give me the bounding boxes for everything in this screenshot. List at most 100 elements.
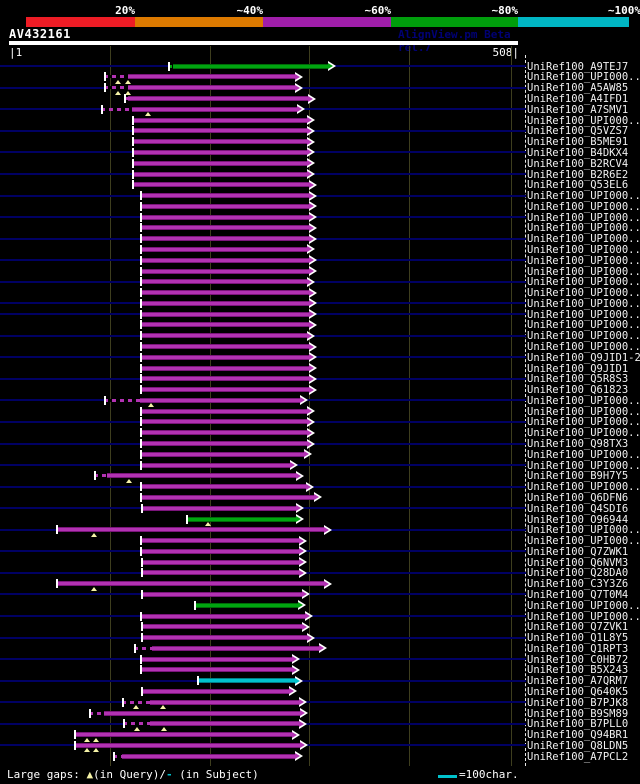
alignment-bar[interactable] xyxy=(132,139,308,145)
hit-label[interactable]: UniRef100_UPI000.. xyxy=(527,243,640,256)
hit-label[interactable]: UniRef100_A7SMV1 xyxy=(527,103,629,116)
alignment-bar[interactable] xyxy=(141,624,303,630)
hit-label[interactable]: UniRef100_B5ME91 xyxy=(527,136,629,149)
alignment-bar[interactable] xyxy=(132,117,308,123)
alignment-bar[interactable] xyxy=(198,678,296,684)
alignment-bar[interactable] xyxy=(132,171,308,177)
alignment-bar[interactable] xyxy=(132,149,308,155)
alignment-bar[interactable] xyxy=(141,688,290,694)
hit-label[interactable]: UniRef100_UPI000.. xyxy=(527,233,640,246)
hit-label[interactable]: UniRef100_UPI000.. xyxy=(527,481,640,494)
alignment-bar[interactable] xyxy=(140,484,307,490)
alignment-bar[interactable] xyxy=(122,753,296,759)
hit-label[interactable]: UniRef100_UPI000.. xyxy=(527,427,640,440)
alignment-bar[interactable] xyxy=(57,527,325,533)
hit-label[interactable]: UniRef100_UPI000.. xyxy=(527,254,640,267)
alignment-bar[interactable] xyxy=(140,548,300,554)
alignment-bar[interactable] xyxy=(140,656,293,662)
alignment-bar[interactable] xyxy=(140,494,315,500)
alignment-bar[interactable] xyxy=(140,344,310,349)
hit-label[interactable]: UniRef100_B2RCV4 xyxy=(527,157,629,170)
alignment-bar[interactable] xyxy=(132,160,308,166)
hit-label[interactable]: UniRef100_UPI000.. xyxy=(527,211,640,224)
alignment-bar[interactable] xyxy=(140,279,308,285)
hit-label[interactable]: UniRef100_UPI000.. xyxy=(527,297,640,310)
hit-label[interactable]: UniRef100_UPI000.. xyxy=(527,599,640,612)
alignment-bar[interactable] xyxy=(140,441,308,447)
alignment-bar[interactable] xyxy=(140,408,308,414)
hit-label[interactable]: UniRef100_B7PJK8 xyxy=(527,696,629,709)
alignment-bar[interactable] xyxy=(140,290,310,296)
alignment-bar[interactable] xyxy=(141,635,308,641)
hit-label[interactable]: UniRef100_Q9JID1-2 xyxy=(527,351,640,364)
hit-label[interactable]: UniRef100_Q9JID1 xyxy=(527,362,629,375)
hit-label[interactable]: UniRef100_Q5R8S3 xyxy=(527,373,629,386)
alignment-bar[interactable] xyxy=(140,214,310,220)
hit-label[interactable]: UniRef100_Q7ZVK1 xyxy=(527,621,629,634)
hit-label[interactable]: UniRef100_UPI000.. xyxy=(527,341,640,353)
alignment-bar[interactable] xyxy=(128,96,309,102)
hit-label[interactable]: UniRef100_B7PLL0 xyxy=(527,718,629,731)
alignment-bar[interactable] xyxy=(140,376,310,382)
alignment-bar[interactable] xyxy=(140,268,310,274)
alignment-bar[interactable] xyxy=(140,354,310,360)
alignment-bar[interactable] xyxy=(140,300,310,306)
hit-label[interactable]: UniRef100_UPI000.. xyxy=(527,287,640,300)
alignment-bar[interactable] xyxy=(141,559,300,565)
alignment-bar[interactable] xyxy=(140,193,310,199)
hit-label[interactable]: UniRef100_UPI000.. xyxy=(527,114,640,127)
alignment-bar[interactable] xyxy=(140,462,291,468)
alignment-bar[interactable] xyxy=(140,451,305,457)
alignment-bar[interactable] xyxy=(107,473,297,479)
alignment-bar[interactable] xyxy=(128,74,296,80)
alignment-bar[interactable] xyxy=(140,667,293,673)
hit-label[interactable]: UniRef100_UPI000.. xyxy=(527,610,640,623)
alignment-bar[interactable] xyxy=(140,236,310,242)
hit-label[interactable]: UniRef100_Q53EL6 xyxy=(527,179,629,192)
hit-label[interactable]: UniRef100_Q5VZS7 xyxy=(527,125,629,138)
alignment-bar[interactable] xyxy=(140,397,301,403)
alignment-bar[interactable] xyxy=(140,246,308,252)
alignment-bar[interactable] xyxy=(187,516,297,522)
alignment-bar[interactable] xyxy=(140,322,310,328)
hit-label[interactable]: UniRef100_UPI000.. xyxy=(527,265,640,278)
hit-label[interactable]: UniRef100_C0HB72 xyxy=(527,653,629,666)
hit-label[interactable]: UniRef100_UPI000.. xyxy=(527,416,640,429)
hit-label[interactable]: UniRef100_A7QRM7 xyxy=(527,675,629,688)
hit-label[interactable]: UniRef100_UPI000.. xyxy=(527,535,640,548)
hit-label[interactable]: UniRef100_UPI000.. xyxy=(527,190,640,203)
hit-label[interactable]: UniRef100_UPI000.. xyxy=(527,319,640,332)
alignment-bar[interactable] xyxy=(140,365,310,371)
alignment-bar[interactable] xyxy=(150,721,300,727)
hit-label[interactable]: UniRef100_Q28DA0 xyxy=(527,567,629,580)
hit-label[interactable]: UniRef100_A9TEJ7 xyxy=(527,60,629,73)
hit-label[interactable]: UniRef100_UPI000.. xyxy=(527,405,640,418)
hit-label[interactable]: UniRef100_UPI000.. xyxy=(527,71,640,84)
hit-label[interactable]: UniRef100_C3Y3Z6 xyxy=(527,578,629,591)
hit-label[interactable]: UniRef100_UPI000.. xyxy=(527,222,640,235)
hit-label[interactable]: UniRef100_A5AW85 xyxy=(527,82,629,95)
alignment-bar[interactable] xyxy=(140,419,308,425)
hit-label[interactable]: UniRef100_B4DKX4 xyxy=(527,146,629,159)
alignment-bar[interactable] xyxy=(140,203,310,209)
alignment-bar[interactable] xyxy=(141,570,300,576)
alignment-bar[interactable] xyxy=(128,85,296,91)
alignment-bar[interactable] xyxy=(140,333,308,339)
alignment-bar[interactable] xyxy=(141,591,303,597)
hit-label[interactable]: UniRef100_A4IFD1 xyxy=(527,93,629,106)
alignment-bar[interactable] xyxy=(132,182,310,188)
alignment-bar[interactable] xyxy=(150,699,300,705)
hit-label[interactable]: UniRef100_UPI000.. xyxy=(527,448,640,461)
alignment-bar[interactable] xyxy=(140,430,308,436)
hit-label[interactable]: UniRef100_UPI000.. xyxy=(527,200,640,213)
hit-label[interactable]: UniRef100_Q98TX3 xyxy=(527,438,629,451)
alignment-bar[interactable] xyxy=(140,613,306,619)
alignment-bar[interactable] xyxy=(141,505,297,511)
hit-label[interactable]: UniRef100_Q7T0M4 xyxy=(527,588,629,601)
hit-label[interactable]: UniRef100_O96944 xyxy=(527,513,629,526)
alignment-bar[interactable] xyxy=(104,710,301,716)
alignment-bar[interactable] xyxy=(75,742,301,748)
alignment-bar[interactable] xyxy=(140,225,310,231)
alignment-bar[interactable] xyxy=(140,387,310,393)
hit-label[interactable]: UniRef100_UPI000.. xyxy=(527,330,640,343)
